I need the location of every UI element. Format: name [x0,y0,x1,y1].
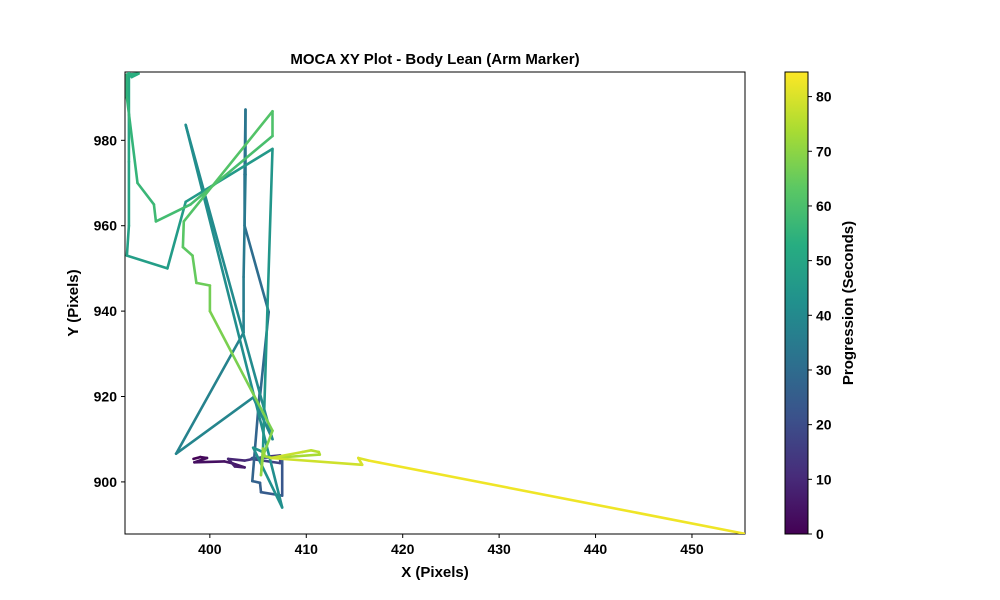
trajectory-segment [250,457,282,465]
trajectory-segment [154,203,192,223]
trajectory-segment [251,479,262,485]
trajectory-segment [261,147,274,454]
y-axis: 900 920 940 960 980 [94,132,125,490]
x-tick-label: 400 [198,541,222,557]
trajectory-segment [152,203,158,223]
trajectory-segment [242,173,247,279]
trajectory-segment [208,309,274,433]
trajectory-segment [269,450,304,460]
trajectory-segment [226,457,246,462]
trajectory-segment [243,224,271,314]
y-axis-label: Y (Pixels) [65,269,82,336]
trajectory-segment [269,456,364,467]
colorbar-tick-label: 10 [816,471,832,487]
colorbar-tick-label: 60 [816,198,832,214]
trajectory-segment [181,245,194,257]
trajectory-segment [181,220,186,249]
trajectory-segment [125,96,139,185]
trajectory-segment [309,448,321,454]
x-tick-label: 420 [391,541,415,557]
colorbar-tick-label: 70 [816,143,832,159]
x-tick-label: 430 [487,541,511,557]
x-axis: 400 410 420 430 440 450 [198,534,704,557]
trajectory-segment [189,134,274,206]
chart-title: MOCA XY Plot - Body Lean (Arm Marker) [290,51,579,68]
y-tick-label: 900 [94,474,118,490]
colorbar-tick-label: 80 [816,89,832,105]
trajectory-segment [174,396,255,456]
colorbar-label: Progression (Seconds) [840,221,857,385]
trajectory-segment [125,72,140,76]
trajectory-segment [184,123,284,509]
colorbar-tick-label: 50 [816,253,832,269]
trajectory-segment [195,281,212,287]
colorbar-tick-label: 20 [816,417,832,433]
y-tick-label: 920 [94,389,118,405]
trajectory-segment [136,181,156,206]
y-tick-label: 980 [94,132,118,148]
trajectory-segment [125,224,131,257]
x-tick-label: 450 [680,541,704,557]
trajectory-segment [182,110,274,223]
trajectory-segment [251,446,284,509]
trajectory-segment [233,465,246,469]
y-tick-label: 960 [94,218,118,234]
plot-area [124,71,746,535]
x-axis-label: X (Pixels) [401,564,469,581]
trajectory-segment [259,447,265,477]
trajectory-segment [193,460,226,464]
trajectory-segment [301,448,313,454]
trajectory-segment [191,254,198,285]
trajectory-segment [166,200,187,270]
trajectory-segment [184,147,274,204]
x-tick-label: 410 [295,541,319,557]
trajectory-segment [367,459,745,534]
colorbar-axis: 0 10 20 30 40 50 60 70 80 [808,89,832,542]
trajectory-segment [356,456,371,462]
x-tick-label: 440 [584,541,608,557]
trajectory-segment [125,254,169,270]
trajectory-segment [174,331,245,456]
series-layer [125,72,745,534]
y-tick-label: 940 [94,303,118,319]
colorbar [784,71,809,535]
trajectory-segment [251,446,265,454]
colorbar-tick-label: 40 [816,307,832,323]
colorbar-tick-label: 0 [816,526,824,542]
trajectory-segment [261,447,267,458]
trajectory-segment [258,481,263,494]
colorbar-tick-label: 30 [816,362,832,378]
